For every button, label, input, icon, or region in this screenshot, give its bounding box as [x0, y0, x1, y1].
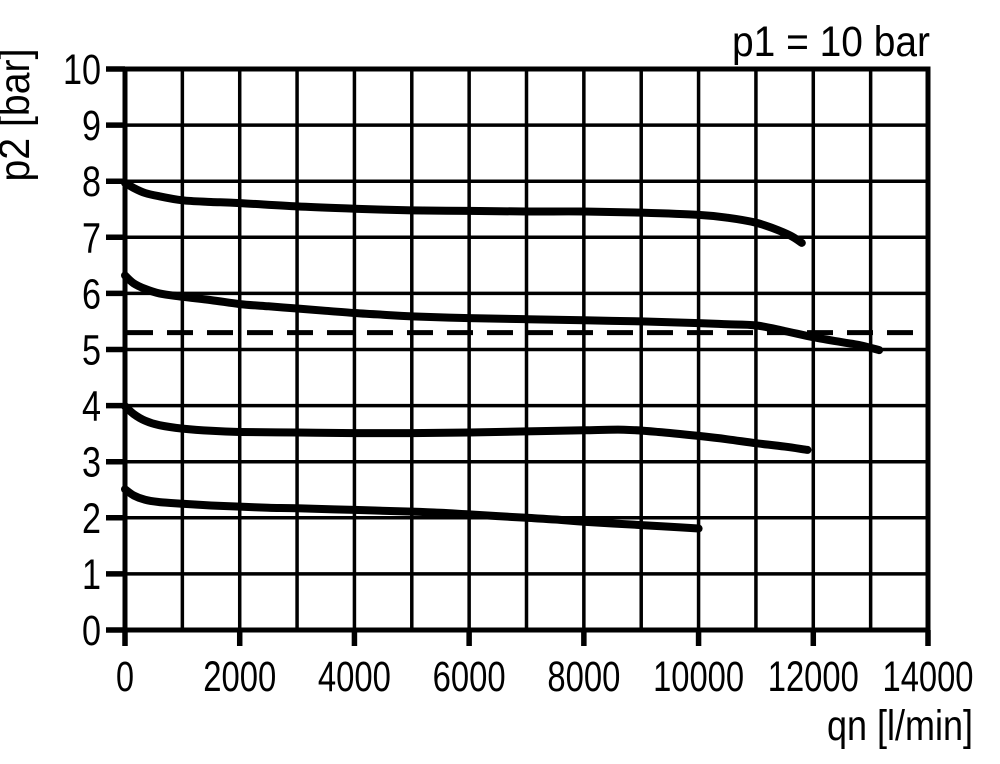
y-tick-label: 5 [82, 327, 101, 375]
curve-start-8-bar [121, 178, 806, 247]
x-tick-label: 2000 [203, 653, 276, 701]
chart-generated-layer: 0 1 2 3 4 5 6 7 8 9 10 0 2000 4000 6000 8000 10000 12000 1… [63, 46, 974, 701]
curve-start-2.5-bar [121, 485, 703, 533]
y-tick-label: 10 [63, 46, 101, 94]
x-tick-label: 6000 [433, 653, 506, 701]
x-tick-label: 12000 [768, 653, 859, 701]
x-tick-label: 10000 [653, 653, 744, 701]
x-axis-title: qn [l/min] [827, 702, 973, 750]
y-tick-label: 4 [82, 383, 101, 431]
y-tick-label: 6 [82, 270, 101, 318]
y-axis-title: p2 [bar] [0, 49, 39, 182]
y-tick-label: 8 [82, 158, 101, 206]
annotation-p1: p1 = 10 bar [732, 18, 930, 66]
x-tick-label: 14000 [883, 653, 974, 701]
y-tick-label: 1 [82, 551, 101, 599]
y-tick-label: 2 [82, 495, 101, 543]
x-tick-label: 8000 [547, 653, 620, 701]
x-tick-label: 4000 [318, 653, 391, 701]
y-tick-label: 9 [82, 102, 101, 150]
curve-start-6.3-bar [121, 271, 884, 355]
curve-start-4-bar [121, 402, 812, 454]
y-tick-label: 3 [82, 439, 101, 487]
x-tick-label: 0 [116, 653, 134, 701]
y-tick-label: 0 [82, 607, 101, 655]
y-tick-label: 7 [82, 214, 101, 262]
